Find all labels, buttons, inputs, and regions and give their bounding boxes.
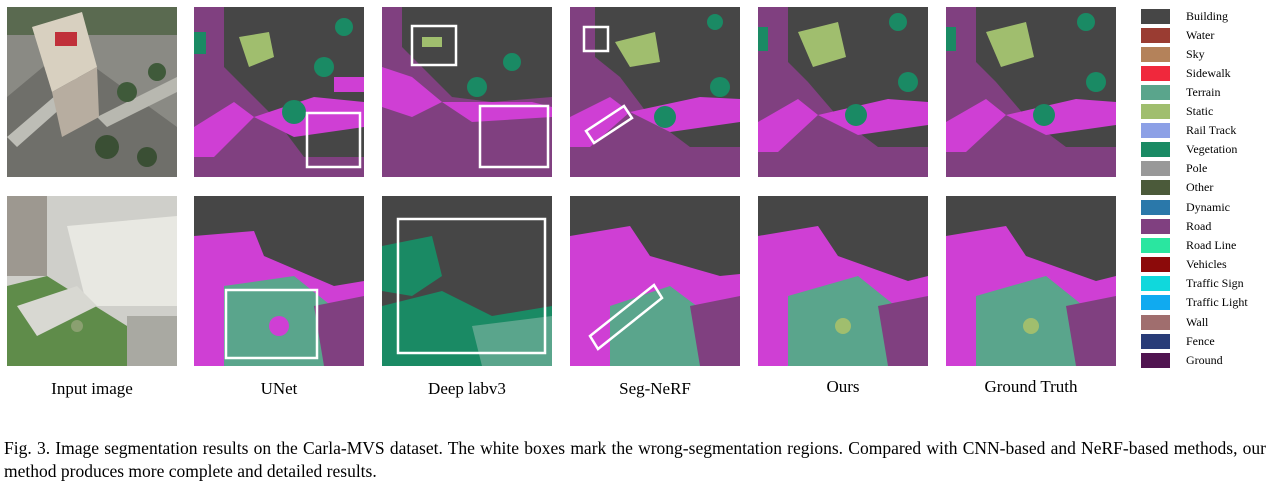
legend-label: Building [1186,9,1229,23]
legend-label: Sky [1186,47,1205,61]
legend-label: Static [1186,104,1214,118]
column-label-groundtruth: Ground Truth [984,377,1078,396]
row2-ours-segmentation [758,196,928,366]
legend-swatch [1141,142,1170,157]
legend-label: Dynamic [1186,200,1230,214]
legend-label: Rail Track [1186,123,1237,137]
legend-label: Ground [1186,353,1223,367]
row2-segnerf-segmentation [570,196,740,366]
legend-label: Vegetation [1186,142,1238,156]
legend-swatch [1141,9,1170,24]
legend-label: Sidewalk [1186,66,1231,80]
legend-swatch [1141,334,1170,349]
legend-swatch [1141,66,1170,81]
legend-label: Traffic Light [1186,295,1248,309]
legend-label: Fence [1186,334,1215,348]
row1-input-image [7,7,177,177]
row1-segnerf-segmentation [570,7,740,177]
legend-swatch [1141,123,1170,138]
column-label-deeplab: Deep labv3 [428,379,506,398]
row1-unet-segmentation [194,7,364,177]
legend-label: Other [1186,180,1214,194]
legend-swatch [1141,295,1170,310]
legend-swatch [1141,276,1170,291]
figure-caption: Fig. 3. Image segmentation results on th… [4,438,1266,481]
legend-swatch [1141,257,1170,272]
legend-swatch [1141,219,1170,234]
legend-label: Road Line [1186,238,1237,252]
legend-swatch [1141,161,1170,176]
legend-label: Pole [1186,161,1208,175]
column-label-unet: UNet [260,379,298,398]
legend-swatch [1141,315,1170,330]
legend-swatch [1141,238,1170,253]
row2-input-image [7,196,177,366]
row2-unet-segmentation [194,196,364,366]
legend-swatch [1141,180,1170,195]
legend-swatch [1141,353,1170,368]
legend-label: Water [1186,28,1215,42]
legend-label: Road [1186,219,1212,233]
legend-label: Traffic Sign [1186,276,1244,290]
column-label-segnerf: Seg-NeRF [619,379,691,398]
legend-swatch [1141,47,1170,62]
row2-deeplab-segmentation [382,196,552,366]
legend-swatch [1141,85,1170,100]
legend-swatch [1141,104,1170,119]
row1-ours-segmentation [758,7,928,177]
legend-swatch [1141,28,1170,43]
column-label-input: Input image [51,379,133,398]
legend-label: Terrain [1186,85,1221,99]
row1-groundtruth-segmentation [946,7,1116,177]
legend-swatch [1141,200,1170,215]
legend-label: Wall [1186,315,1209,329]
row2-groundtruth-segmentation [946,196,1116,366]
column-label-ours: Ours [826,377,860,396]
row1-deeplab-segmentation [382,7,552,177]
legend-label: Vehicles [1186,257,1227,271]
